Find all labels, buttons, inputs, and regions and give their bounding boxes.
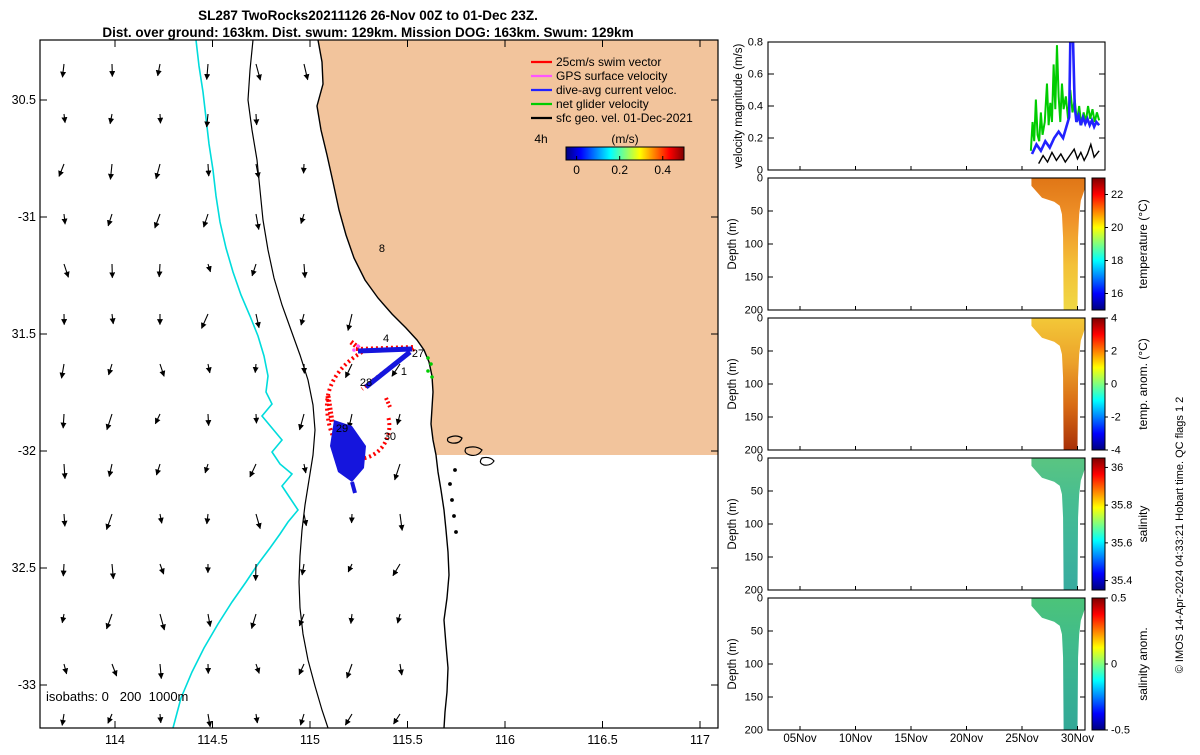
depth-tick-label: 0 [757, 313, 763, 325]
depth-tick-label: 100 [745, 659, 763, 671]
imos-watermark: © IMOS 14-Apr-2024 04:33:21 Hobart time.… [1174, 397, 1186, 674]
temp_anom-colorbar [1092, 318, 1105, 450]
map-xtick-label: 116.5 [587, 733, 617, 747]
legend-item-label: 25cm/s swim vector [556, 55, 661, 69]
map-ytick-label: -31 [18, 210, 36, 224]
velocity-ytick-label: 0.8 [748, 37, 763, 49]
depth-ylabel: Depth (m) [727, 498, 739, 549]
depth-tick-label: 0 [757, 173, 763, 185]
legend-item-label: GPS surface velocity [556, 69, 667, 83]
colorbar-tick-label: 16 [1111, 288, 1123, 300]
map-colorbar-bar [566, 147, 684, 160]
colorbar-tick-label: -2 [1111, 412, 1121, 424]
colorbar-tick-label: -4 [1111, 445, 1121, 457]
date-tick-label: 10Nov [839, 733, 872, 745]
date-tick-label: 20Nov [950, 733, 983, 745]
colorbar-tick-label: 20 [1111, 222, 1123, 234]
map-xtick-label: 116 [495, 733, 515, 747]
map-colorbar-title: (m/s) [611, 132, 638, 146]
map-xtick-label: 114.5 [197, 733, 227, 747]
legend-duration-label: 4h [534, 132, 547, 146]
date-tick-label: 15Nov [894, 733, 927, 745]
colorbar-tick-label: 35.8 [1111, 500, 1132, 512]
map-ytick-label: 32.5 [12, 561, 36, 575]
waypoint-label: 29 [336, 423, 348, 435]
colorbar-tick-label: 0 [1111, 379, 1117, 391]
legend-item-label: net glider velocity [556, 97, 649, 111]
depth-tick-label: 100 [745, 379, 763, 391]
depth-ylabel: Depth (m) [727, 218, 739, 269]
depth-ylabel: Depth (m) [727, 638, 739, 689]
temperature-colorbar [1092, 178, 1105, 310]
current-vector-arrow [208, 414, 209, 426]
depth-ylabel: Depth (m) [727, 358, 739, 409]
map-xtick-label: 117 [690, 733, 710, 747]
colorbar-tick-label: 2 [1111, 346, 1117, 358]
colorbar-tick-label: 4 [1111, 313, 1117, 325]
track-blue-dive-avg [358, 349, 412, 351]
figure-subtitle: Dist. over ground: 163km. Dist. swum: 12… [102, 25, 633, 40]
waypoint-label: 4 [383, 333, 389, 345]
depth-tick-label: 150 [745, 412, 763, 424]
colorbar-tick-label: -0.5 [1111, 725, 1130, 737]
colorbar-tick-label: 18 [1111, 255, 1123, 267]
colorbar-tick-label: 0.5 [1111, 593, 1126, 605]
legend-item-label: dive-avg current veloc. [556, 83, 677, 97]
colorbar-tick-label: 22 [1111, 189, 1123, 201]
velocity-ytick-label: 0.2 [748, 133, 763, 145]
depth-tick-label: 0 [757, 453, 763, 465]
depth-tick-label: 200 [745, 725, 763, 737]
colorbar-tick-label: 35.4 [1111, 575, 1132, 587]
depth-tick-label: 50 [751, 206, 763, 218]
colorbar-tick-label: 36 [1111, 462, 1123, 474]
map-ytick-label: -33 [18, 678, 36, 692]
depth-tick-label: 50 [751, 346, 763, 358]
map-ytick-label: -32 [18, 444, 36, 458]
depth-tick-label: 50 [751, 626, 763, 638]
salinity_anom-clabel: salinity anom. [1136, 627, 1150, 700]
velocity-ylabel: velocity magnitude (m/s) [733, 44, 745, 169]
temperature-clabel: temperature (°C) [1136, 199, 1150, 289]
velocity-ytick-label: 0.4 [748, 101, 763, 113]
map-colorbar-tick-label: 0 [573, 163, 580, 177]
salinity-clabel: salinity [1136, 506, 1150, 543]
temp_anom-clabel: temp. anom. (°C) [1136, 338, 1150, 430]
map-xtick-label: 114 [105, 733, 125, 747]
current-vector-arrow [208, 164, 209, 176]
current-vector-arrow [256, 114, 257, 125]
waypoint-label: 27 [412, 348, 424, 360]
colorbar-tick-label: 35.6 [1111, 537, 1132, 549]
velocity-ytick-label: 0.6 [748, 69, 763, 81]
map-ytick-label: 30.5 [12, 93, 36, 107]
isobaths-note: isobaths: 0 200 1000m [46, 689, 188, 704]
figure-title: SL287 TwoRocks20211126 26-Nov 00Z to 01-… [198, 8, 538, 23]
date-tick-label: 25Nov [1005, 733, 1038, 745]
colorbar-tick-label: 0 [1111, 659, 1117, 671]
legend-item-label: sfc geo. vel. 01-Dec-2021 [556, 111, 693, 125]
waypoint-label: 8 [379, 243, 385, 255]
salinity_anom-colorbar [1092, 598, 1105, 730]
depth-tick-label: 100 [745, 239, 763, 251]
map-ytick-label: 31.5 [12, 327, 36, 341]
date-tick-label: 05Nov [783, 733, 816, 745]
waypoint-label: 1 [401, 366, 407, 378]
depth-tick-label: 150 [745, 272, 763, 284]
date-tick-label: 30Nov [1061, 733, 1094, 745]
map-xtick-label: 115 [300, 733, 320, 747]
map-colorbar-tick-label: 0.4 [654, 163, 671, 177]
map-colorbar-tick-label: 0.2 [611, 163, 628, 177]
depth-tick-label: 150 [745, 552, 763, 564]
map-xtick-label: 115.5 [392, 733, 422, 747]
depth-tick-label: 50 [751, 486, 763, 498]
waypoint-label: 28 [360, 377, 372, 389]
salinity-colorbar [1092, 458, 1105, 590]
waypoint-label: 30 [384, 431, 396, 443]
current-vector-arrow [63, 564, 64, 576]
depth-tick-label: 150 [745, 692, 763, 704]
depth-tick-label: 0 [757, 593, 763, 605]
depth-tick-label: 100 [745, 519, 763, 531]
